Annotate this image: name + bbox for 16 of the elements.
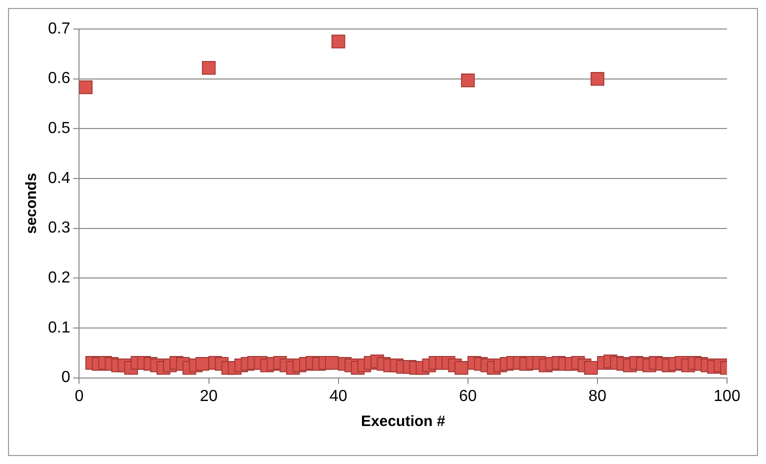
y-tick-label: 0.6: [48, 70, 70, 88]
y-axis-title: seconds: [23, 172, 40, 234]
y-tick-label: 0.1: [48, 319, 70, 336]
x-tick-label: 80: [588, 388, 606, 405]
x-axis-title: Execution #: [361, 413, 446, 430]
x-tick-label: 20: [200, 388, 218, 405]
x-tick-label: 100: [714, 388, 740, 405]
y-tick-label: 0.7: [48, 20, 70, 38]
x-tick-label: 40: [329, 388, 348, 405]
y-tick-label: 0.4: [48, 170, 70, 187]
y-tick-label: 0: [61, 369, 70, 386]
x-tick-label: 60: [459, 388, 477, 405]
y-tick-label: 0.5: [48, 120, 70, 138]
x-tick-label: 0: [74, 388, 84, 405]
y-tick-label: 0.2: [48, 270, 70, 287]
y-tick-label: 0.3: [48, 220, 70, 237]
